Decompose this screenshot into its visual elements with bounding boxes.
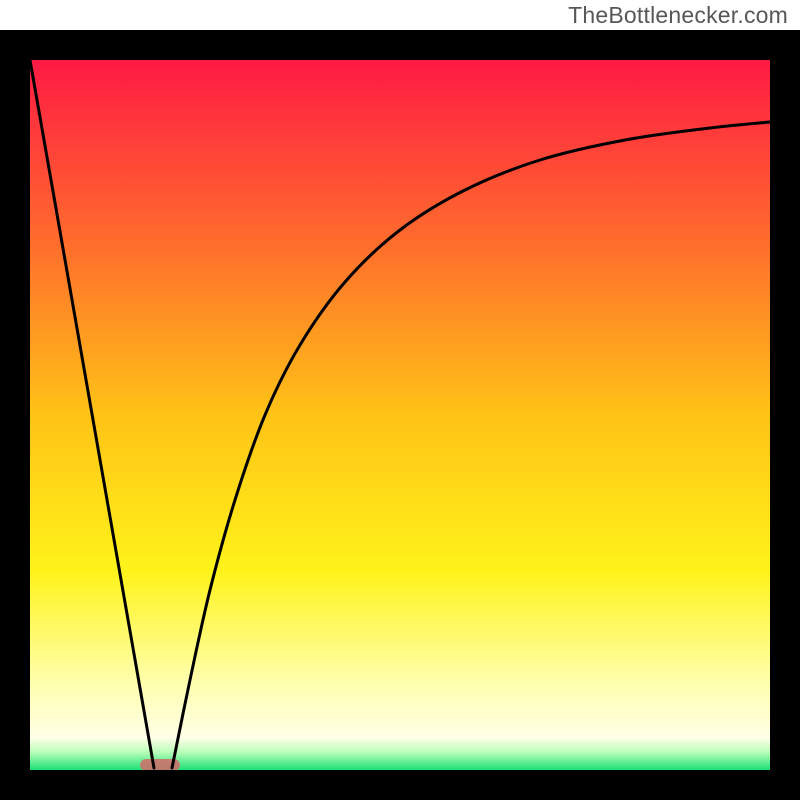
plot-area <box>30 60 770 770</box>
chart-stage: TheBottlenecker.com <box>0 0 800 800</box>
curves-layer <box>30 60 770 770</box>
watermark-text: TheBottlenecker.com <box>568 2 788 29</box>
left-diagonal-line <box>30 60 154 768</box>
right-asymptote-curve <box>172 122 770 768</box>
